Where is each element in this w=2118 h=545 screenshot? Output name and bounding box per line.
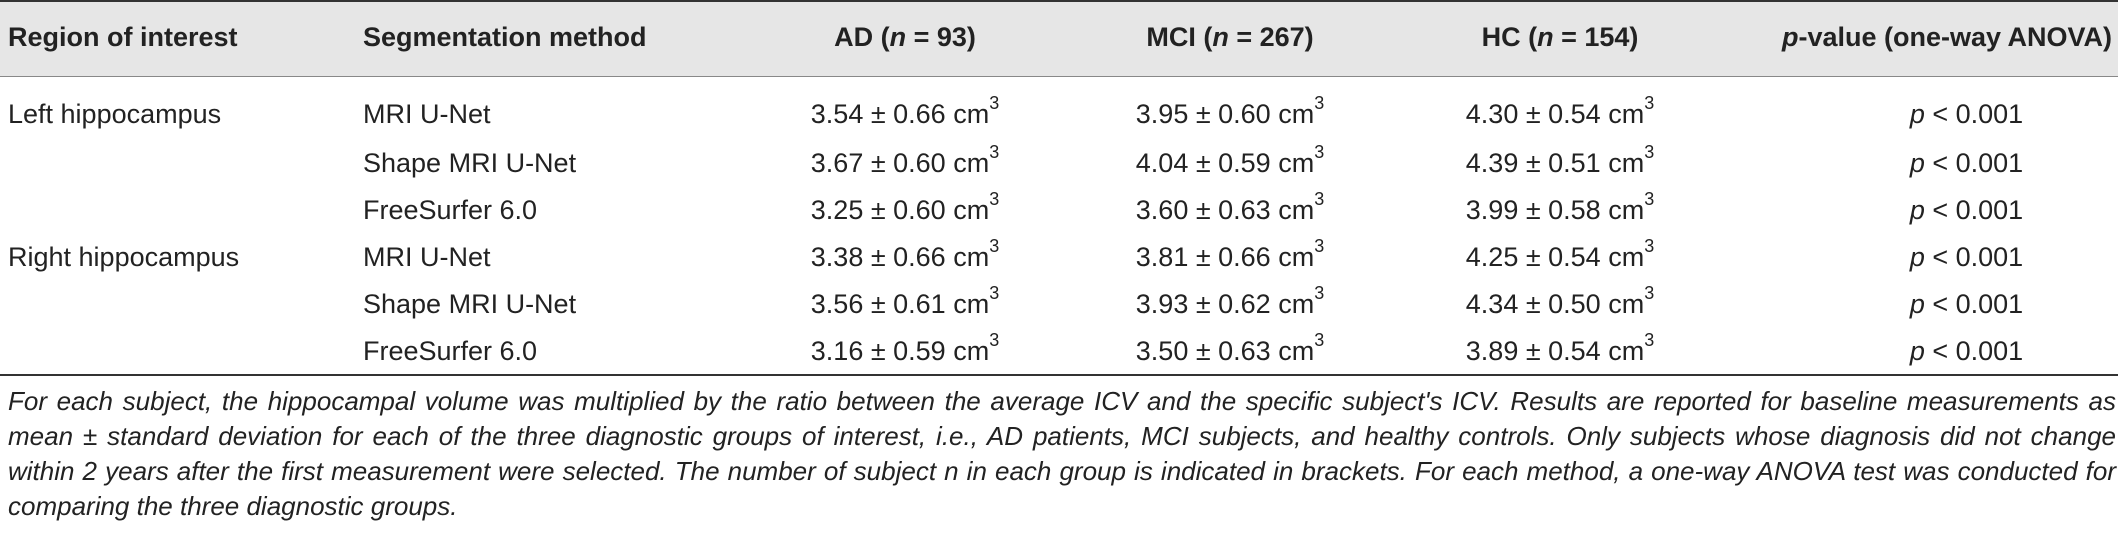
table-row: Left hippocampus MRI U-Net 3.54 ± 0.66 cm3… — [0, 76, 2118, 140]
table-row: FreeSurfer 6.0 3.16 ± 0.59 cm3 3.50 ± 0.63… — [0, 328, 2118, 376]
cell-ad: 3.67 ± 0.60 cm3 — [810, 142, 1000, 178]
cell-ad: 3.54 ± 0.66 cm3 — [810, 92, 1000, 129]
header-pvalue: p-value (one-way ANOVA) — [1725, 0, 2118, 77]
table-footnote: For each subject, the hippocampal volume… — [8, 386, 2116, 521]
table-row: Right hippocampus MRI U-Net 3.38 ± 0.66 cm… — [0, 234, 2118, 281]
cell-mci: 3.81 ± 0.66 cm3 — [1135, 236, 1325, 272]
cell-method: Shape MRI U-Net — [363, 289, 577, 319]
cell-method: MRI U-Net — [363, 98, 491, 129]
cell-mci: 3.95 ± 0.60 cm3 — [1135, 92, 1325, 129]
cell-mci: 3.93 ± 0.62 cm3 — [1135, 283, 1325, 319]
table-row: Shape MRI U-Net 3.56 ± 0.61 cm3 3.93 ± 0.6… — [0, 281, 2118, 328]
cell-region — [0, 187, 355, 234]
cell-pvalue: p < 0.001 — [1909, 98, 2024, 129]
cell-pvalue: p < 0.001 — [1725, 328, 2118, 376]
cell-hc: 4.25 ± 0.54 cm3 — [1465, 236, 1655, 272]
cell-mci: 3.60 ± 0.63 cm3 — [1135, 189, 1325, 225]
cell-method: Shape MRI U-Net — [363, 148, 577, 178]
cell-mci: 3.50 ± 0.63 cm3 — [1065, 328, 1395, 376]
cell-hc: 4.34 ± 0.50 cm3 — [1465, 283, 1655, 319]
header-region: Region of interest — [0, 0, 355, 77]
cell-region — [0, 328, 355, 376]
cell-region — [0, 140, 355, 187]
table-row: Shape MRI U-Net 3.67 ± 0.60 cm3 4.04 ± 0.5… — [0, 140, 2118, 187]
header-hc: HC (n = 154) — [1395, 0, 1725, 77]
header-method: Segmentation method — [355, 0, 745, 77]
cell-ad: 3.56 ± 0.61 cm3 — [810, 283, 1000, 319]
cell-ad: 3.16 ± 0.59 cm3 — [745, 328, 1065, 376]
table-row: FreeSurfer 6.0 3.25 ± 0.60 cm3 3.60 ± 0.63… — [0, 187, 2118, 234]
cell-pvalue: p < 0.001 — [1909, 289, 2024, 319]
cell-hc: 3.99 ± 0.58 cm3 — [1465, 189, 1655, 225]
top-rule — [0, 0, 2118, 2]
cell-pvalue: p < 0.001 — [1909, 195, 2024, 225]
cell-pvalue: p < 0.001 — [1909, 148, 2024, 178]
cell-method: MRI U-Net — [363, 242, 491, 272]
cell-hc: 4.30 ± 0.54 cm3 — [1465, 92, 1655, 129]
header-ad: AD (n = 93) — [745, 0, 1065, 77]
cell-region: Right hippocampus — [8, 242, 240, 272]
header-mci: MCI (n = 267) — [1065, 0, 1395, 77]
cell-hc: 3.89 ± 0.54 cm3 — [1395, 328, 1725, 376]
cell-region — [0, 281, 355, 328]
cell-hc: 4.39 ± 0.51 cm3 — [1465, 142, 1655, 178]
cell-ad: 3.38 ± 0.66 cm3 — [810, 236, 1000, 272]
header-row: Region of interest Segmentation method A… — [0, 0, 2118, 77]
cell-ad: 3.25 ± 0.60 cm3 — [810, 189, 1000, 225]
volume-table: Region of interest Segmentation method A… — [0, 0, 2118, 376]
cell-method: FreeSurfer 6.0 — [355, 328, 745, 376]
cell-region: Left hippocampus — [8, 98, 222, 129]
cell-pvalue: p < 0.001 — [1909, 242, 2024, 272]
cell-method: FreeSurfer 6.0 — [363, 195, 538, 225]
cell-mci: 4.04 ± 0.59 cm3 — [1135, 142, 1325, 178]
